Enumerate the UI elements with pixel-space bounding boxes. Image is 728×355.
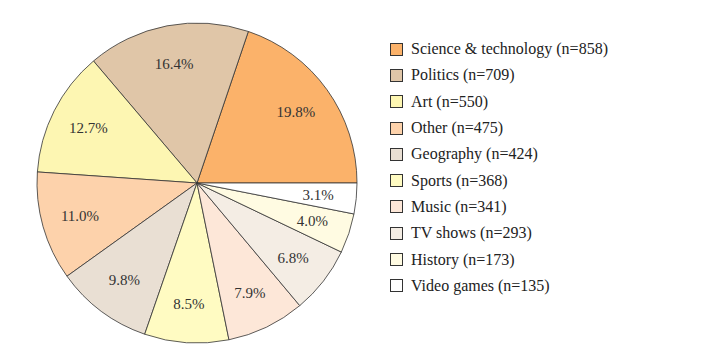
- html-text:TV shows (n=293): TV shows (n=293): [411, 224, 532, 242]
- svg-text:11.0%: 11.0%: [61, 208, 99, 224]
- html-text:Sports (n=368): Sports (n=368): [411, 171, 508, 189]
- svg-text:3.1%: 3.1%: [302, 187, 333, 203]
- html-text:Science & technology (n=858): Science & technology (n=858): [411, 40, 608, 58]
- html-text:Other (n=475): Other (n=475): [411, 119, 504, 136]
- html-text:Video games (n=135): Video games (n=135): [411, 276, 550, 294]
- svg-text:19.8%: 19.8%: [276, 104, 315, 120]
- html-text:Politics (n=709): Politics (n=709): [411, 66, 515, 84]
- html-text:Geography (n=424): Geography (n=424): [411, 145, 538, 163]
- html-text:Music (n=341): Music (n=341): [411, 197, 507, 215]
- html-text:Art (n=550): Art (n=550): [411, 92, 488, 110]
- svg-text:9.8%: 9.8%: [109, 272, 140, 288]
- svg-text:16.4%: 16.4%: [155, 56, 194, 72]
- svg-text:12.7%: 12.7%: [69, 120, 108, 136]
- html-text:History (n=173): History (n=173): [411, 250, 515, 268]
- svg-text:8.5%: 8.5%: [173, 296, 204, 312]
- svg-text:4.0%: 4.0%: [297, 213, 328, 229]
- svg-text:6.8%: 6.8%: [277, 250, 308, 266]
- svg-text:7.9%: 7.9%: [234, 285, 265, 301]
